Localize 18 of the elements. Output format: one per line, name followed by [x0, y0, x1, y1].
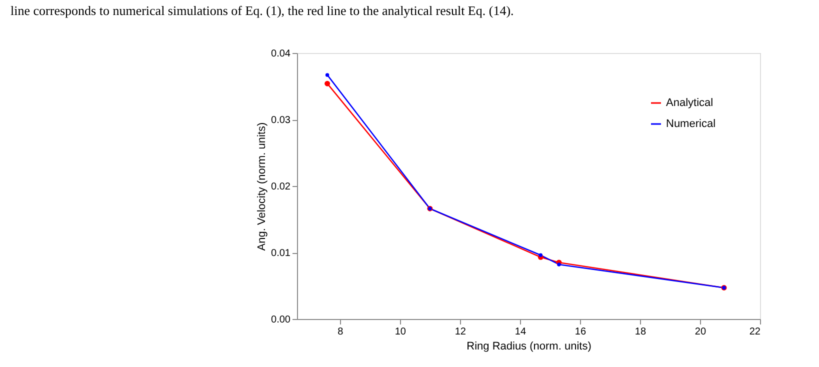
y-tick-label: 0.01	[271, 248, 291, 259]
y-tick-label: 0.00	[271, 314, 291, 326]
legend-label: Analytical	[666, 97, 714, 109]
text: line corresponds to numerical simulations of Eq. (1), the red line to the analytical result Eq. (14).	[10, 3, 514, 18]
y-tick-label: 0.03	[271, 115, 291, 126]
x-tick-label: 18	[634, 326, 646, 338]
x-tick-label: 12	[454, 326, 466, 338]
x-tick-label: 14	[514, 326, 526, 338]
y-axis-title: Ang. Velocity (norm. units)	[256, 122, 268, 251]
x-tick-label: 22	[749, 326, 761, 338]
x-tick-label: 16	[574, 326, 586, 338]
x-tick-label: 8	[338, 326, 344, 338]
legend-label: Numerical	[666, 118, 716, 130]
y-tick-label: 0.04	[271, 48, 291, 60]
x-tick-label: 20	[694, 326, 706, 338]
x-axis-title: Ring Radius (norm. units)	[466, 340, 592, 352]
y-tick-label: 0.02	[271, 182, 291, 192]
x-tick-label: 10	[394, 326, 406, 338]
